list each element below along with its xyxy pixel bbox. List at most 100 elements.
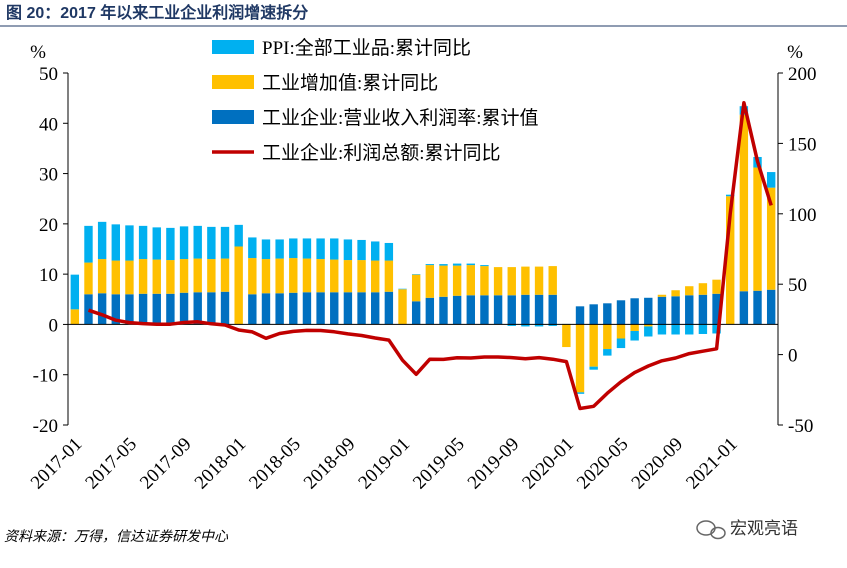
bar-segment: [671, 296, 680, 325]
bar-segment: [534, 324, 544, 327]
bar-segment: [248, 237, 257, 259]
bar-segment: [630, 298, 639, 325]
y-tick-label: 10: [39, 265, 58, 286]
bar-segment: [466, 295, 475, 325]
y2-tick-label: 200: [788, 64, 817, 85]
bar-segment: [589, 304, 598, 325]
bar-segment: [398, 289, 407, 325]
bar-segment: [698, 294, 708, 325]
x-tick-label: 2020-05: [573, 434, 633, 494]
bar-segment: [343, 292, 353, 325]
bar-segment: [316, 259, 325, 293]
x-tick-label: 2021-01: [682, 434, 742, 494]
bar-segment: [603, 303, 612, 325]
bar-segment: [84, 294, 93, 325]
bar-segment: [439, 296, 448, 325]
chart-title: 图 20：2017 年以来工业企业利润增速拆分: [6, 3, 308, 22]
bar-segment: [766, 187, 776, 290]
bar-segment: [726, 194, 735, 197]
bar-segment: [234, 224, 243, 247]
bar-segment: [343, 239, 353, 261]
bar-segment: [698, 283, 708, 295]
bar-segment: [152, 293, 161, 325]
bar-segment: [289, 238, 298, 259]
bar-segment: [371, 241, 380, 261]
bar-segment: [493, 267, 503, 296]
bar-segment: [207, 226, 216, 260]
y2-tick-label: 100: [788, 205, 817, 226]
bar-segment: [166, 260, 175, 294]
x-tick-label: 2018-05: [245, 434, 305, 494]
legend-label: 工业企业:营业收入利润率:累计值: [262, 107, 539, 129]
bar-segment: [371, 260, 380, 293]
bar-segment: [357, 239, 366, 261]
bar-segment: [261, 293, 271, 325]
bar-segment: [493, 295, 503, 325]
bar-segment: [712, 279, 721, 294]
bar-segment: [84, 225, 93, 263]
bar-segment: [179, 292, 189, 325]
bar-segment: [384, 260, 394, 292]
bar-segment: [289, 258, 298, 293]
bar-segment: [616, 324, 626, 339]
bar-segment: [671, 324, 680, 335]
bar-segment: [179, 226, 189, 260]
bar-segment: [452, 265, 462, 296]
legend-swatch: [212, 40, 254, 54]
bar-segment: [193, 292, 202, 325]
bar-segment: [480, 295, 489, 325]
y2-tick-label: 150: [788, 134, 817, 155]
y-tick-label: 30: [39, 165, 58, 186]
bar-segment: [521, 324, 530, 327]
bar-segment: [275, 258, 284, 294]
bar-segment: [138, 259, 148, 294]
x-tick-label: 2019-01: [354, 434, 414, 494]
bar-segment: [657, 296, 667, 325]
source: 资料来源：万得，信达证券研发中心: [4, 529, 229, 545]
bar-segment: [589, 324, 598, 367]
y-tick-label: 50: [39, 64, 58, 85]
x-tick-label: 2018-09: [300, 434, 360, 494]
bar-segment: [603, 324, 612, 350]
bar-segment: [316, 292, 325, 325]
bar-segment: [726, 196, 735, 325]
legend-label: 工业企业:利润总额:累计同比: [262, 142, 501, 164]
bar-segment: [220, 226, 230, 259]
bar-segment: [111, 260, 120, 295]
bar-segment: [685, 324, 694, 335]
bar-segment: [330, 238, 339, 260]
bar-segment: [97, 259, 107, 294]
bar-segment: [507, 324, 516, 326]
y-tick-label: 20: [39, 215, 58, 236]
bar-segment: [616, 300, 626, 325]
bar-segment: [548, 266, 557, 295]
bar-segment: [630, 324, 639, 331]
legend-label: 工业增加值:累计同比: [262, 72, 438, 94]
bar-segment: [507, 295, 516, 325]
bar-segment: [70, 309, 80, 325]
bar-segment: [603, 349, 612, 356]
bar-segment: [534, 266, 544, 295]
bar-segment: [534, 294, 544, 325]
line-series: [87, 100, 773, 411]
y-axis-label: %: [30, 42, 46, 63]
bar-segment: [521, 294, 530, 325]
bar-segment: [753, 167, 762, 291]
bar-segment: [739, 291, 749, 325]
bar-segment: [207, 259, 216, 293]
watermark: 宏观亮语: [730, 519, 798, 539]
bar-segment: [466, 263, 475, 266]
bar-segment: [398, 288, 407, 290]
bar-segment: [316, 238, 325, 260]
bar-segment: [261, 239, 271, 260]
bar-segment: [521, 266, 530, 295]
bar-segment: [179, 259, 189, 293]
x-tick-label: 2020-01: [518, 434, 578, 494]
bar-segment: [125, 225, 134, 261]
y2-tick-label: 50: [788, 275, 807, 296]
bar-segment: [657, 294, 667, 297]
y2-axis-label: %: [787, 42, 803, 63]
legend: PPI:全部工业品:累计同比工业增加值:累计同比工业企业:营业收入利润率:累计值…: [205, 32, 605, 172]
bar-segment: [138, 293, 148, 325]
y2-tick-label: -50: [788, 416, 813, 437]
